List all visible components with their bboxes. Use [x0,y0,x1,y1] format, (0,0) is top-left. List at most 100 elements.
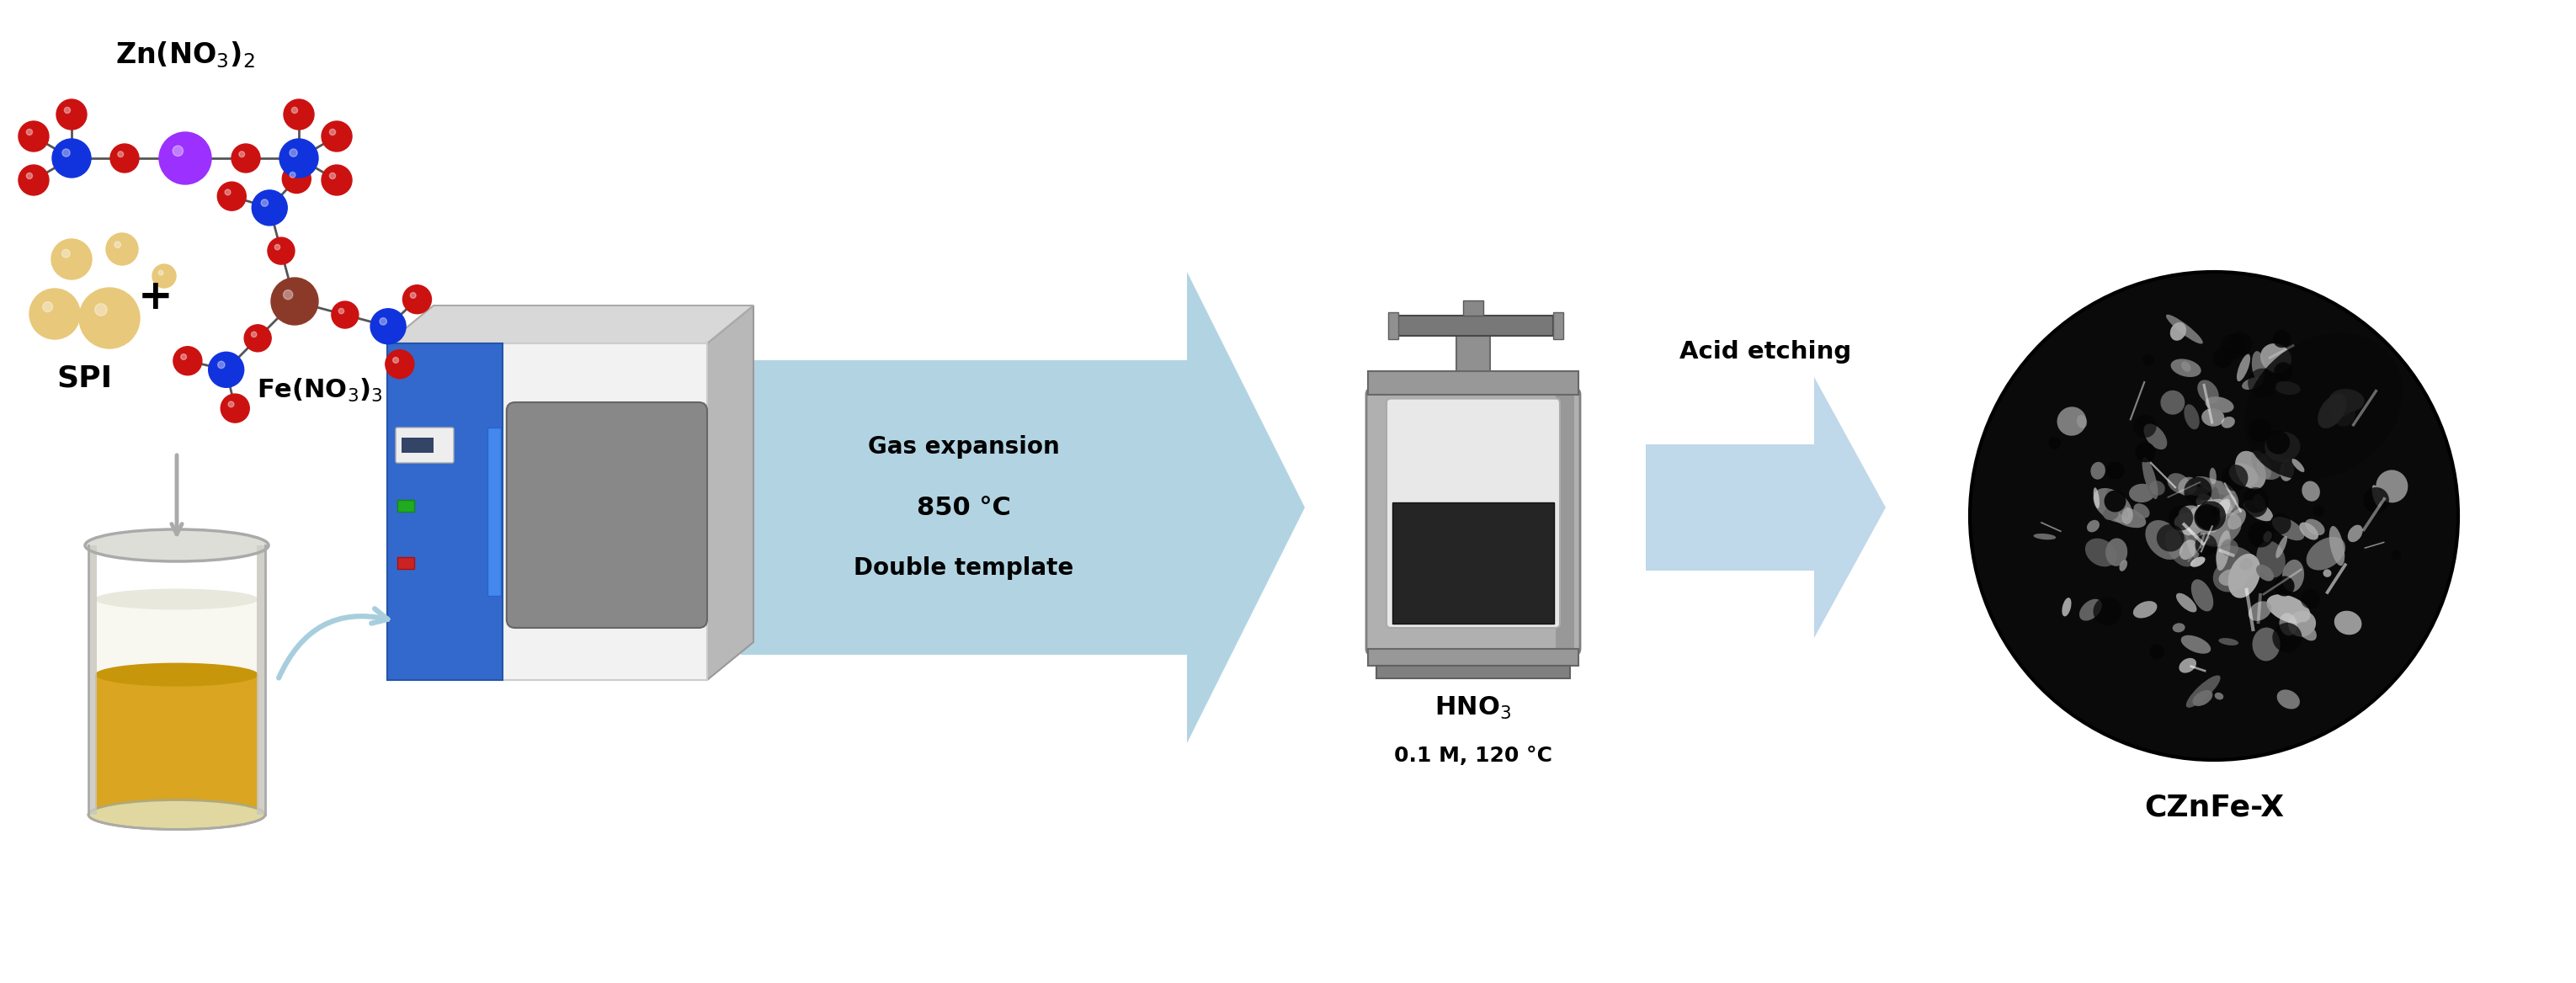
Circle shape [322,165,353,196]
Ellipse shape [2179,505,2208,528]
Circle shape [330,129,335,135]
Ellipse shape [2215,546,2257,578]
Ellipse shape [2148,481,2164,495]
Ellipse shape [2228,463,2259,487]
Circle shape [52,139,90,178]
Ellipse shape [2184,515,2200,558]
Circle shape [2249,369,2277,397]
Circle shape [2210,506,2221,516]
Ellipse shape [2195,521,2215,532]
Ellipse shape [2143,424,2166,449]
FancyBboxPatch shape [507,402,708,628]
Ellipse shape [2192,579,2213,611]
Text: 0.1 M, 120 °C: 0.1 M, 120 °C [1394,746,1553,766]
Ellipse shape [2218,638,2239,646]
Ellipse shape [2272,517,2306,541]
Circle shape [44,302,52,312]
Circle shape [26,129,33,135]
Ellipse shape [2324,569,2331,577]
Ellipse shape [2347,525,2362,543]
Ellipse shape [2375,470,2409,502]
Circle shape [2133,415,2156,437]
Ellipse shape [2172,359,2200,377]
Bar [258,546,265,815]
Ellipse shape [2179,540,2197,559]
Ellipse shape [2215,531,2231,571]
Ellipse shape [2195,505,2223,528]
Circle shape [2275,576,2295,597]
Ellipse shape [2192,508,2215,531]
Circle shape [322,121,353,151]
Ellipse shape [2254,494,2264,509]
Circle shape [111,144,139,173]
Ellipse shape [2329,389,2365,412]
Ellipse shape [95,589,258,609]
Circle shape [52,239,93,279]
Ellipse shape [2334,610,2362,635]
Circle shape [291,107,299,113]
Ellipse shape [2128,484,2156,502]
Circle shape [252,331,258,337]
Bar [95,674,258,815]
Ellipse shape [2202,509,2226,521]
Bar [95,600,258,674]
Circle shape [2275,362,2293,381]
Ellipse shape [2195,494,2213,509]
Circle shape [268,238,294,264]
Ellipse shape [2087,520,2099,532]
Circle shape [330,173,335,179]
Bar [487,428,500,596]
Circle shape [2195,501,2226,531]
Circle shape [289,149,296,156]
Circle shape [278,139,319,178]
Bar [1553,312,1564,339]
Bar [1463,300,1484,316]
Bar [386,343,502,680]
Ellipse shape [2084,539,2117,566]
Ellipse shape [2195,510,2231,545]
Ellipse shape [2239,558,2254,570]
Ellipse shape [2094,489,2133,523]
Ellipse shape [85,530,268,561]
Polygon shape [708,306,752,680]
Circle shape [379,318,386,325]
Circle shape [173,347,201,376]
Ellipse shape [2105,538,2128,566]
Circle shape [209,352,245,387]
Bar [386,343,708,680]
Circle shape [252,190,289,225]
Ellipse shape [2318,394,2347,429]
Ellipse shape [2076,415,2087,429]
Circle shape [2249,522,2275,548]
Text: Fe(NO$_3$)$_3$: Fe(NO$_3$)$_3$ [258,377,384,404]
Text: SPI: SPI [57,365,111,393]
Bar [1556,394,1574,649]
Bar [1388,312,1399,339]
FancyBboxPatch shape [1365,388,1579,655]
Circle shape [2094,597,2123,625]
Bar [88,546,98,815]
Circle shape [2221,465,2249,491]
Ellipse shape [2202,504,2215,521]
Circle shape [2105,491,2125,512]
Ellipse shape [2107,490,2128,518]
Circle shape [28,289,80,339]
Bar [1376,665,1569,678]
Ellipse shape [88,800,265,830]
Circle shape [2391,550,2401,560]
Ellipse shape [2218,569,2241,586]
Ellipse shape [2210,513,2223,533]
Ellipse shape [2195,477,2236,495]
Ellipse shape [2182,527,2192,536]
Text: Acid etching: Acid etching [1680,340,1852,364]
Ellipse shape [2182,635,2210,654]
Ellipse shape [2251,627,2280,661]
Circle shape [160,132,211,185]
Circle shape [2107,461,2125,480]
Circle shape [2362,488,2388,513]
Circle shape [283,164,312,194]
Circle shape [2195,504,2221,529]
Ellipse shape [2300,522,2318,540]
Circle shape [2213,348,2233,368]
Circle shape [289,172,296,178]
